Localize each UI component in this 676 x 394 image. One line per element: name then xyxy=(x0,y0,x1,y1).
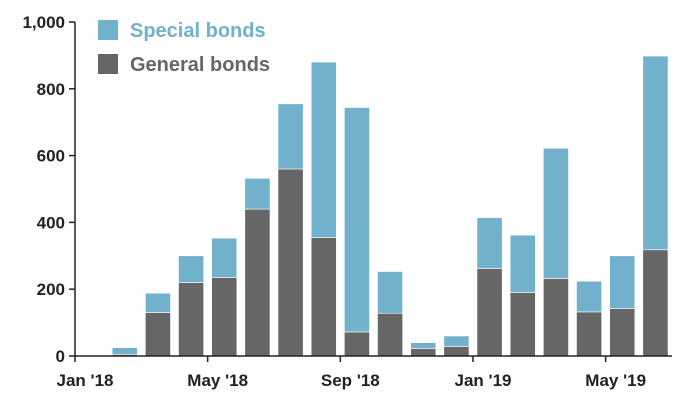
x-axis: Jan '18 May '18 Sep '18 Jan '19 May '19 xyxy=(57,355,672,390)
bar-special-17 xyxy=(642,55,669,251)
bar-general-16 xyxy=(609,308,636,357)
bar-special-3 xyxy=(178,255,204,283)
bar-special-7 xyxy=(310,61,337,238)
bar-general-17 xyxy=(642,249,669,357)
bar-general-13 xyxy=(509,292,536,357)
bar-special-11 xyxy=(443,335,470,347)
x-tick-label: Sep '18 xyxy=(321,371,380,390)
bar-special-10 xyxy=(410,342,437,349)
bar-general-2 xyxy=(145,312,171,357)
x-tick-label: Jan '19 xyxy=(455,371,512,390)
bar-special-5 xyxy=(244,178,271,210)
y-tick-label: 400 xyxy=(37,213,65,232)
y-tick-label: 200 xyxy=(37,280,65,299)
bar-special-14 xyxy=(543,147,569,279)
legend-swatch-general xyxy=(98,54,118,74)
y-tick-label: 600 xyxy=(37,147,65,166)
x-tick-label: Jan '18 xyxy=(57,371,114,390)
bar-special-8 xyxy=(344,107,370,333)
bar-special-4 xyxy=(211,237,238,278)
y-axis: 0 200 400 600 800 1,000 xyxy=(22,13,76,366)
bar-general-5 xyxy=(244,208,271,357)
legend-label-special: Special bonds xyxy=(130,20,266,42)
x-tick-label: May '18 xyxy=(187,371,248,390)
bar-special-16 xyxy=(609,255,636,309)
bar-general-11 xyxy=(443,346,470,357)
legend-label-general: General bonds xyxy=(130,54,270,76)
bar-general-6 xyxy=(277,168,304,357)
bar-special-9 xyxy=(377,271,403,314)
legend: Special bonds General bonds xyxy=(98,20,270,76)
bar-general-14 xyxy=(543,278,569,357)
bar-special-13 xyxy=(509,234,536,293)
bar-general-4 xyxy=(211,277,238,357)
bar-general-10 xyxy=(410,348,437,357)
bar-general-9 xyxy=(377,312,403,357)
bars xyxy=(111,55,669,357)
x-tick-label: May '19 xyxy=(585,371,646,390)
bar-general-3 xyxy=(178,282,204,357)
bar-general-8 xyxy=(344,331,370,357)
bar-general-15 xyxy=(576,311,602,357)
bar-special-1 xyxy=(111,347,138,355)
legend-swatch-special xyxy=(98,20,118,40)
y-tick-label: 800 xyxy=(37,80,65,99)
y-tick-label: 1,000 xyxy=(22,13,65,32)
bar-general-7 xyxy=(310,237,337,357)
bar-special-12 xyxy=(476,217,503,269)
bar-special-6 xyxy=(277,103,304,170)
bar-special-2 xyxy=(145,292,171,313)
bar-special-15 xyxy=(576,280,602,313)
bar-general-12 xyxy=(476,268,503,357)
y-tick-label: 0 xyxy=(56,347,65,366)
